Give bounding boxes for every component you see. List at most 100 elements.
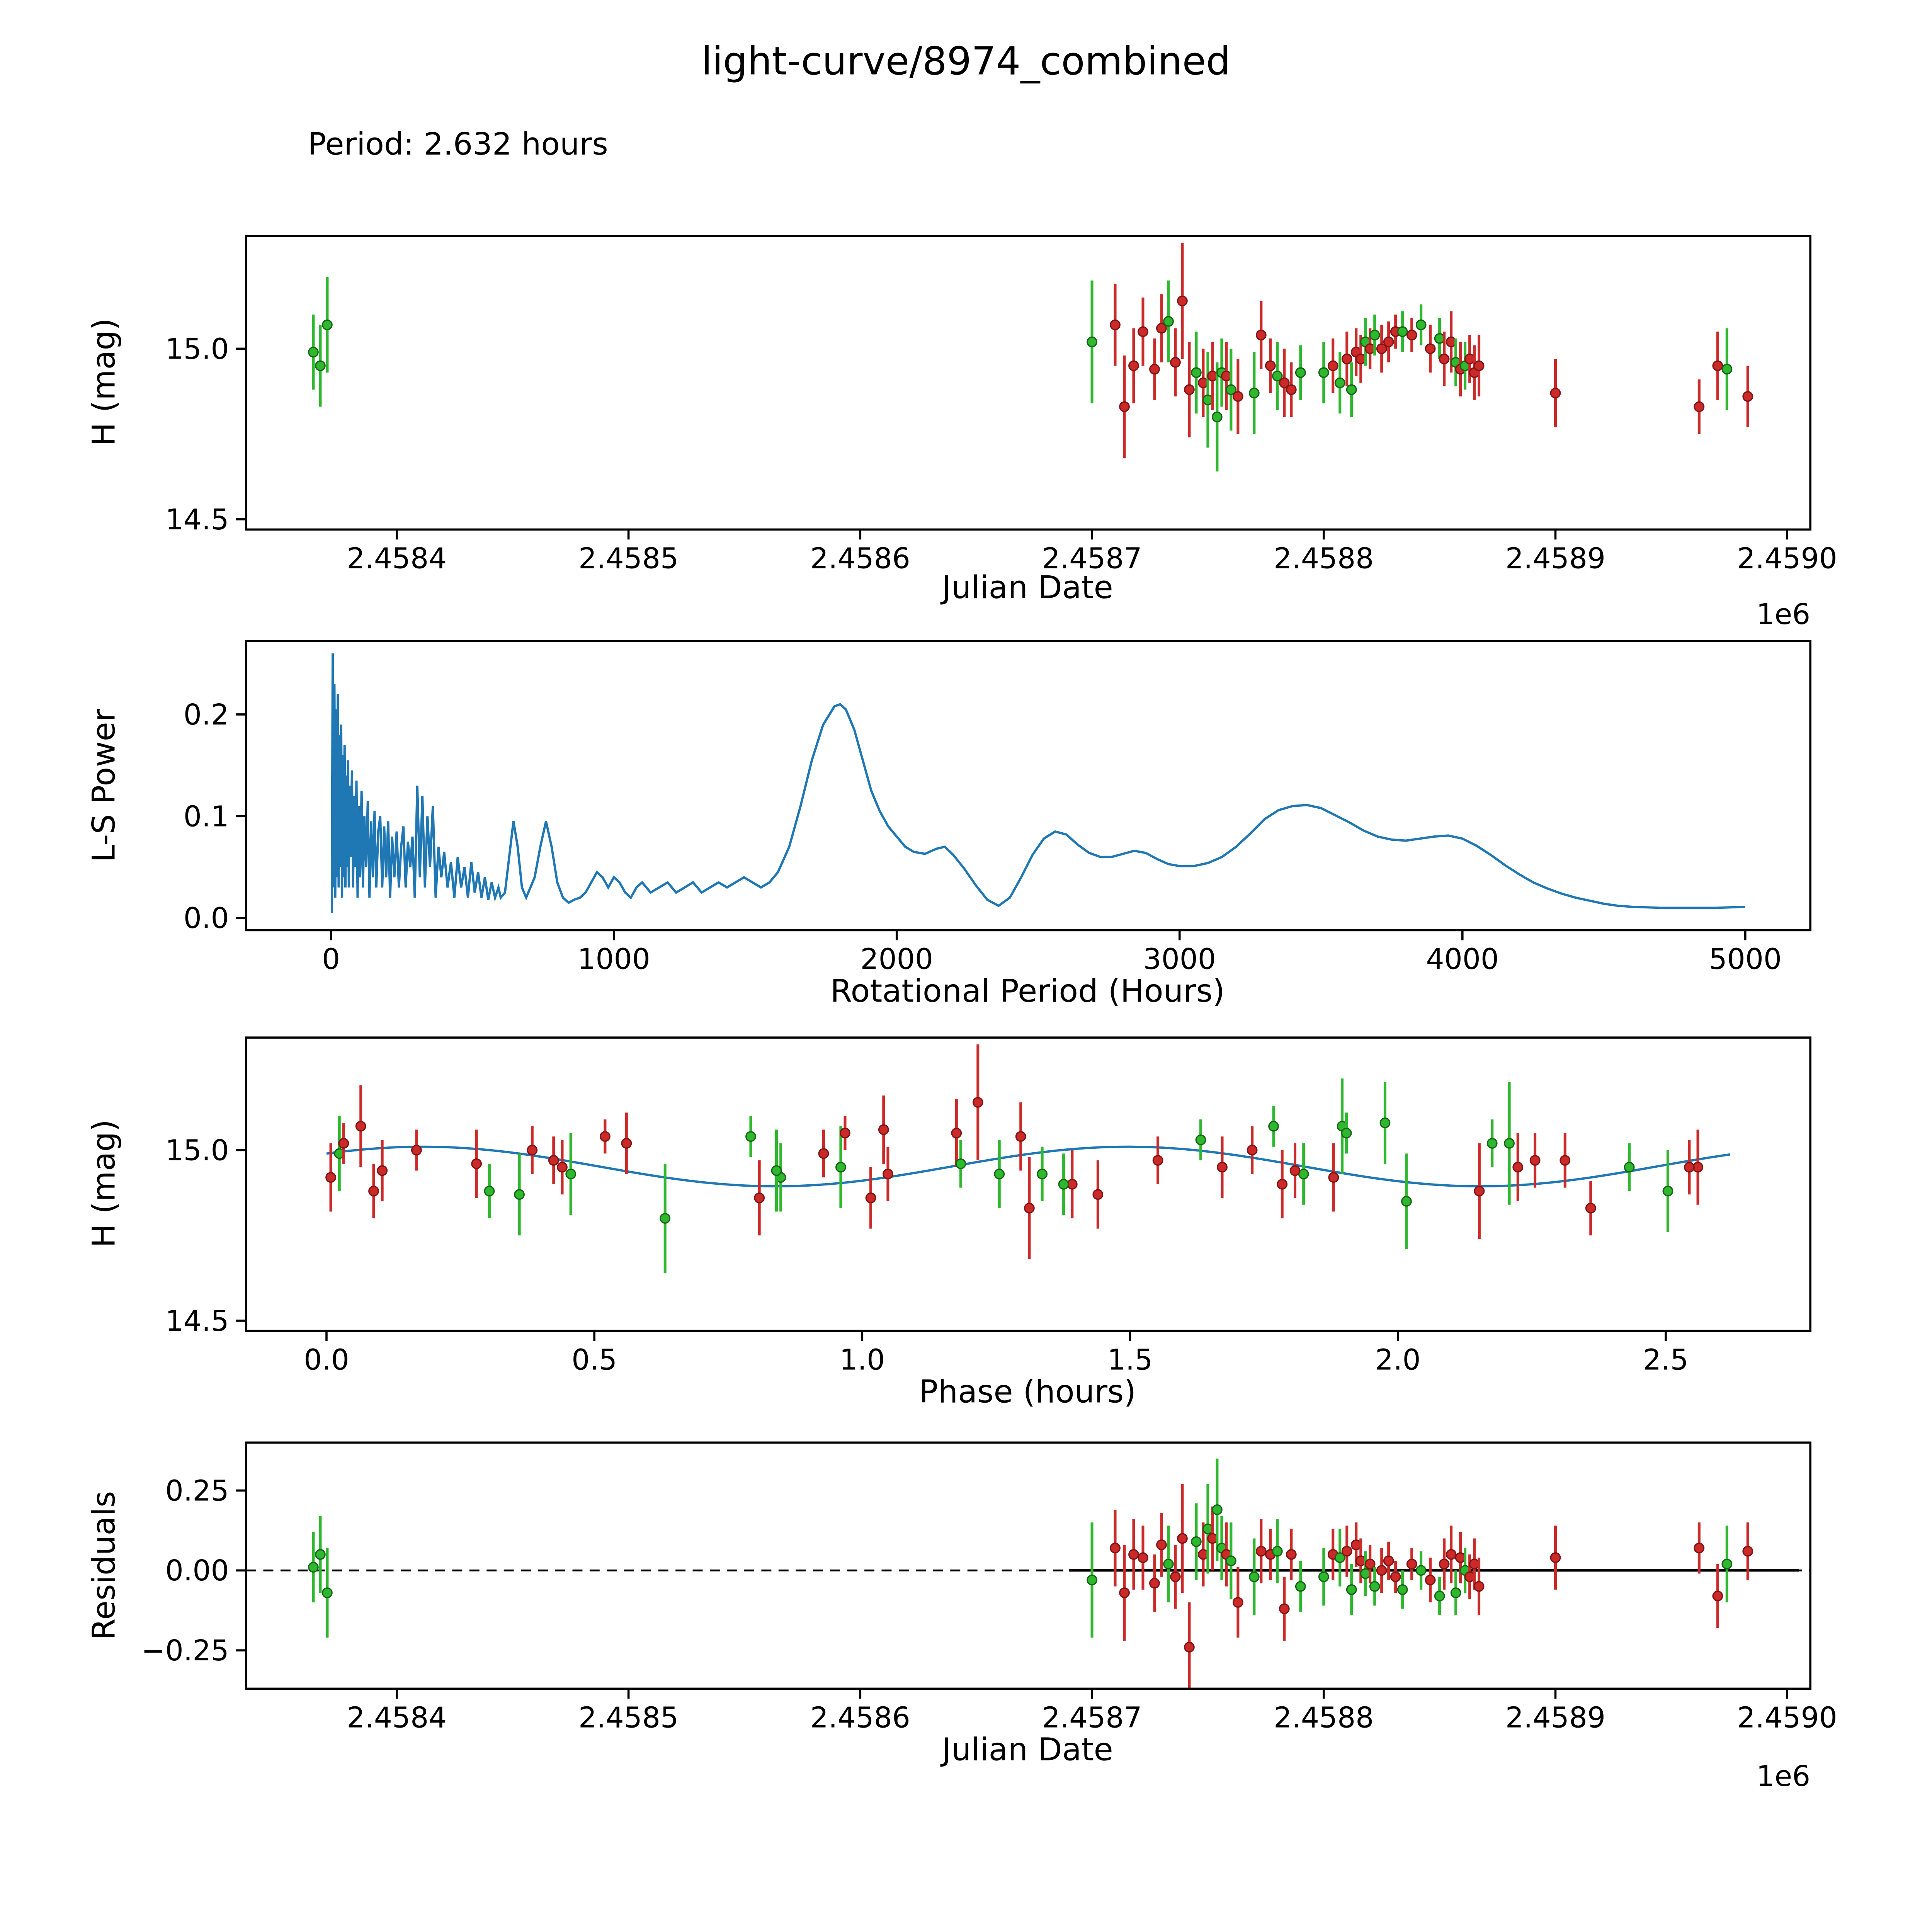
phase-point (1379, 1117, 1391, 1128)
residuals-point (1446, 1549, 1457, 1560)
phase-point (1015, 1131, 1026, 1142)
phase-xtick-label: 1.5 (1107, 1343, 1153, 1376)
phase-point (1474, 1185, 1485, 1197)
periodogram-ytick-label: 0.2 (184, 698, 229, 731)
lightcurve-point (1248, 388, 1260, 399)
lightcurve-point (1110, 319, 1121, 330)
lightcurve-point (1295, 367, 1306, 378)
phase-point (1585, 1202, 1596, 1214)
lightcurve-point (1473, 360, 1485, 371)
phase-point (951, 1128, 962, 1139)
phase-point (621, 1138, 632, 1149)
lightcurve-point (1742, 391, 1753, 402)
lightcurve-point (1211, 412, 1223, 422)
phase-point (1684, 1162, 1695, 1173)
phase-point (1058, 1179, 1069, 1190)
periodogram-xtick-label: 4000 (1426, 942, 1499, 976)
residuals-point (1341, 1546, 1352, 1557)
phase-point (972, 1097, 983, 1108)
periodogram-xtick-label: 3000 (1143, 942, 1216, 976)
residuals-ytick-label: −0.25 (141, 1634, 229, 1667)
lightcurve-point (1149, 364, 1160, 375)
periodogram-axes-frame (245, 640, 1811, 932)
lightcurve-point (1712, 360, 1723, 371)
lightcurve-point (1346, 384, 1357, 395)
lightcurve-xtick-label: 2.4588 (1274, 542, 1374, 575)
phase-point (1037, 1168, 1048, 1180)
phase-point (1560, 1155, 1571, 1166)
periodogram-xtick-label: 1000 (577, 942, 650, 976)
phase-point (548, 1155, 559, 1166)
lightcurve-point (1439, 354, 1450, 364)
residuals-point (1149, 1578, 1160, 1589)
lightcurve-point (1156, 323, 1167, 334)
phase-point (368, 1185, 379, 1197)
phase-point (355, 1121, 366, 1132)
residuals-point (1550, 1552, 1561, 1563)
residuals-axes-frame (245, 1441, 1811, 1690)
phase-point (600, 1131, 611, 1142)
phase-point (835, 1162, 846, 1173)
lightcurve-point (1163, 316, 1174, 327)
residuals-xtick-label: 2.4585 (578, 1701, 679, 1734)
lightcurve-data-area (308, 243, 1753, 472)
residuals-point (1450, 1587, 1461, 1599)
residuals-point (1390, 1571, 1401, 1582)
periodogram-ytick-label: 0.0 (184, 902, 229, 935)
phase-point (882, 1168, 893, 1180)
lightcurve-point (308, 347, 319, 358)
phase-point (1024, 1202, 1035, 1214)
phase-point (660, 1213, 671, 1224)
phase-plot: 0.0 0.5 1.0 1.5 2.0 2.5 14.5 15.0 (165, 1036, 1811, 1376)
residuals-point (1177, 1533, 1188, 1544)
residuals-point (308, 1562, 319, 1573)
periodogram-ytick-label: 0.1 (184, 800, 229, 833)
periodogram-xlabel: Rotational Period (Hours) (830, 973, 1225, 1010)
residuals-point (1279, 1603, 1290, 1614)
phase-point (1277, 1179, 1288, 1190)
periodogram-data-area (330, 653, 1745, 913)
lightcurve-point (1376, 343, 1387, 354)
figure-title: light-curve/8974_combined (701, 39, 1230, 84)
residuals-point (1383, 1555, 1394, 1566)
residuals-plot: 2.4584 2.4585 2.4586 2.4587 2.4588 2.4589 2.45… (141, 1441, 1837, 1734)
lightcurve-point (1334, 377, 1345, 388)
residuals-point (1163, 1558, 1174, 1570)
residuals-point (1248, 1571, 1260, 1582)
ls-power-line (330, 653, 1745, 913)
lightcurve-offset-label: 1e6 (1756, 598, 1810, 631)
phase-point (527, 1145, 538, 1156)
residuals-point (1712, 1590, 1723, 1602)
lightcurve-point (1265, 360, 1276, 371)
residuals-point (322, 1587, 333, 1599)
lightcurve-xlabel: Julian Date (940, 569, 1113, 606)
residuals-ylabel: Residuals (85, 1491, 122, 1641)
residuals-point (1473, 1581, 1485, 1592)
phase-point (377, 1165, 388, 1176)
phase-point (1152, 1155, 1163, 1166)
lightcurve-point (315, 360, 326, 371)
phase-xtick-label: 1.0 (839, 1343, 885, 1376)
residuals-point (1434, 1590, 1445, 1602)
phase-point (1268, 1121, 1279, 1132)
lightcurve-point (1406, 330, 1417, 341)
phase-xlabel: Phase (hours) (919, 1374, 1136, 1410)
phase-xtick-label: 2.0 (1375, 1343, 1421, 1376)
residuals-point (1087, 1575, 1097, 1585)
phase-point (771, 1165, 782, 1176)
residuals-point (1225, 1555, 1236, 1566)
lightcurve-point (1087, 336, 1097, 347)
lightcurve-xtick-label: 2.4584 (347, 542, 447, 575)
residuals-point (1694, 1543, 1705, 1554)
lightcurve-point (1272, 371, 1283, 381)
lightcurve-point (1225, 384, 1236, 395)
lightcurve-point (1232, 391, 1243, 402)
residuals-point (1415, 1565, 1427, 1576)
residuals-point (1138, 1552, 1148, 1563)
residuals-point (1295, 1581, 1306, 1592)
residuals-point (1369, 1581, 1380, 1592)
lightcurve-xtick-label: 2.4585 (578, 542, 679, 575)
lightcurve-point (322, 319, 333, 330)
lightcurve-point (1170, 357, 1181, 368)
